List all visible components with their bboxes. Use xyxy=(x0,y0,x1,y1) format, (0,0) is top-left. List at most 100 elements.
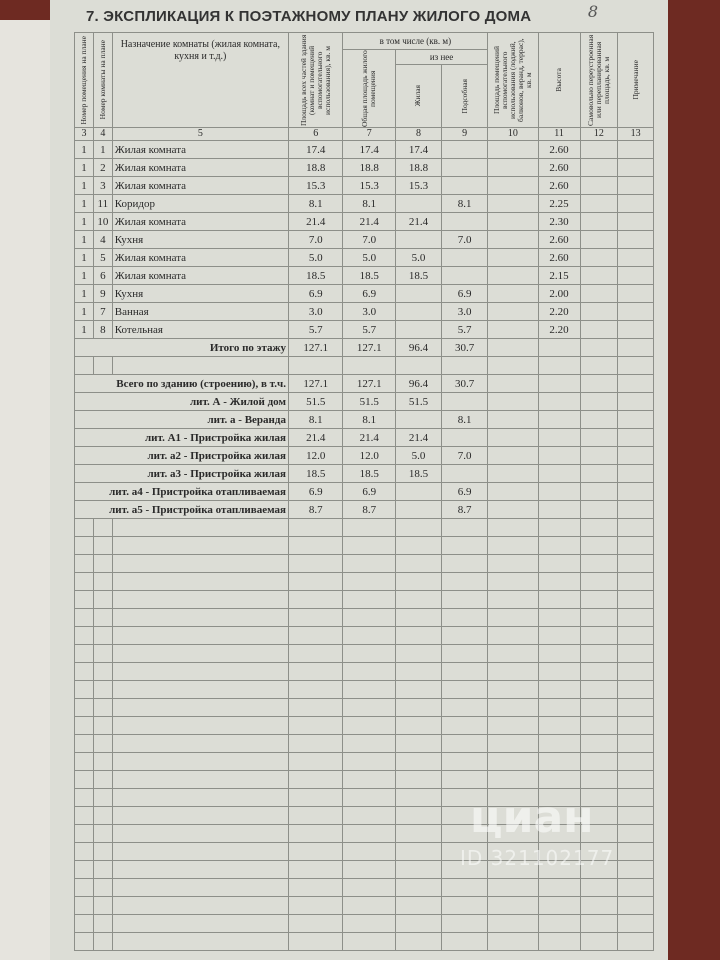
table-cell: 12 xyxy=(579,127,619,141)
table-cell: 21.4 xyxy=(394,212,443,231)
table-cell: 8 xyxy=(394,127,443,141)
table-cell: 1 xyxy=(74,230,94,249)
table-cell xyxy=(579,770,619,789)
summary-row: лит. а3 - Пристройка жилая 18.5 18.5 18.5 xyxy=(74,464,654,483)
table-cell xyxy=(579,428,619,447)
table-cell xyxy=(487,482,539,501)
table-cell xyxy=(342,590,396,609)
table-cell xyxy=(342,842,396,861)
table-cell xyxy=(92,572,113,591)
table-cell xyxy=(487,608,539,627)
table-cell xyxy=(342,644,396,663)
table-cell: 10 xyxy=(487,127,539,141)
table-cell xyxy=(579,608,619,627)
table-cell xyxy=(342,608,396,627)
table-cell xyxy=(617,572,654,591)
table-cell xyxy=(441,590,489,609)
table-cell: 3 xyxy=(74,127,94,141)
table-cell xyxy=(111,644,289,663)
table-cell: 96.4 xyxy=(394,338,443,357)
header-cell: Высота xyxy=(537,32,581,128)
table-cell: 2.20 xyxy=(537,302,581,321)
table-cell xyxy=(617,860,654,879)
table-cell: Жилая комната xyxy=(111,248,289,267)
table-cell xyxy=(342,860,396,879)
table-cell xyxy=(487,284,539,303)
table-cell: 2.60 xyxy=(537,176,581,195)
table-cell xyxy=(487,626,539,645)
table-cell: 2.60 xyxy=(537,158,581,177)
table-cell: 18.8 xyxy=(287,158,344,177)
table-cell xyxy=(487,338,539,357)
table-cell xyxy=(537,356,581,375)
table-cell: 2.15 xyxy=(537,266,581,285)
table-cell: 1 xyxy=(74,266,94,285)
table-cell: 8.1 xyxy=(287,194,344,213)
table-cell xyxy=(579,230,619,249)
table-cell: 18.5 xyxy=(287,464,344,483)
table-cell xyxy=(579,410,619,429)
table-cell xyxy=(487,176,539,195)
table-cell xyxy=(537,914,581,933)
table-cell xyxy=(92,536,113,555)
table-cell xyxy=(487,158,539,177)
table-cell xyxy=(342,914,396,933)
table-cell xyxy=(617,428,654,447)
table-cell xyxy=(441,644,489,663)
table-cell: 9 xyxy=(92,284,113,303)
table-cell xyxy=(111,698,289,717)
table-cell xyxy=(74,626,94,645)
table-cell: 2.00 xyxy=(537,284,581,303)
table-cell xyxy=(441,716,489,735)
table-cell xyxy=(394,590,443,609)
column-number-row: 3 4 5 6 7 8 9 10 11 12 13 xyxy=(74,127,654,141)
table-cell xyxy=(579,554,619,573)
table-cell xyxy=(617,716,654,735)
blank-row xyxy=(74,734,654,753)
table-cell xyxy=(487,590,539,609)
table-cell xyxy=(617,302,654,321)
header-cell: Общая площадь жилого помещения xyxy=(342,49,396,128)
table-cell xyxy=(579,356,619,375)
table-cell xyxy=(394,842,443,861)
table-cell xyxy=(342,932,396,951)
table-cell xyxy=(537,716,581,735)
table-cell xyxy=(74,608,94,627)
table-cell xyxy=(579,446,619,465)
table-cell xyxy=(92,806,113,825)
table-cell xyxy=(74,590,94,609)
table-cell xyxy=(537,734,581,753)
table-cell xyxy=(287,770,344,789)
table-cell xyxy=(617,266,654,285)
table-cell xyxy=(441,878,489,897)
table-cell xyxy=(617,626,654,645)
table-cell xyxy=(111,536,289,555)
table-cell xyxy=(111,806,289,825)
header-text: Общая площадь жилого помещения xyxy=(360,50,378,127)
table-cell: 15.3 xyxy=(287,176,344,195)
table-cell xyxy=(92,878,113,897)
table-cell xyxy=(487,554,539,573)
table-cell xyxy=(441,662,489,681)
document-title: 7. ЭКСПЛИКАЦИЯ К ПОЭТАЖНОМУ ПЛАНУ ЖИЛОГО… xyxy=(86,8,532,25)
table-cell xyxy=(287,806,344,825)
table-cell xyxy=(617,914,654,933)
summary-row: лит. А - Жилой дом 51.5 51.5 51.5 xyxy=(74,392,654,411)
table-cell xyxy=(74,824,94,843)
table-cell: 8 xyxy=(92,320,113,339)
table-cell xyxy=(394,644,443,663)
table-cell xyxy=(92,662,113,681)
table-cell xyxy=(92,608,113,627)
table-cell: 2.60 xyxy=(537,248,581,267)
table-cell xyxy=(441,932,489,951)
table-cell xyxy=(92,590,113,609)
table-cell: Котельная xyxy=(111,320,289,339)
table-cell xyxy=(342,572,396,591)
blank-row xyxy=(74,914,654,933)
blank-row xyxy=(74,644,654,663)
header-text: Номер комнаты на плане xyxy=(97,40,107,120)
table-cell xyxy=(579,662,619,681)
table-cell xyxy=(487,194,539,213)
table-cell xyxy=(111,788,289,807)
